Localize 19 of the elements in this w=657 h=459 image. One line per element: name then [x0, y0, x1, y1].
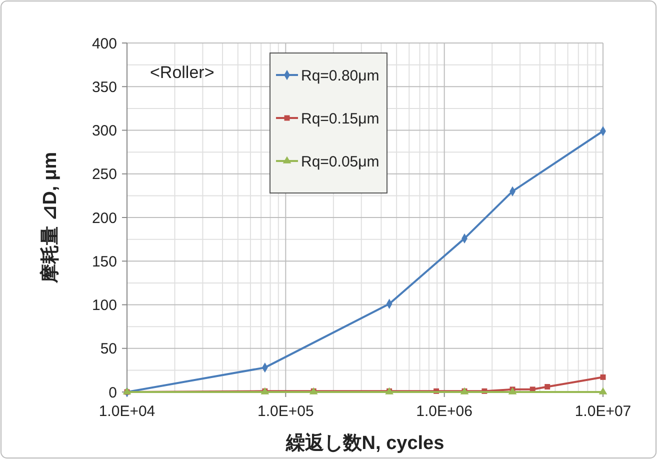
legend-label: Rq=0.05μm	[301, 153, 380, 170]
x-tick-label: 1.0E+05	[258, 403, 314, 420]
y-tick-label: 150	[92, 253, 117, 270]
x-tick-label: 1.0E+04	[98, 403, 156, 420]
annotation: <Roller>	[150, 63, 214, 82]
y-tick-label: 200	[92, 210, 117, 227]
y-tick-label: 300	[92, 122, 117, 140]
x-tick-label: 1.0E+07	[574, 403, 632, 420]
y-axis-title: 摩耗量 ⊿D, μm	[39, 152, 61, 284]
y-tick-label: 50	[100, 340, 117, 358]
y-tick-label: 400	[92, 35, 117, 52]
legend-label: Rq=0.15μm	[301, 110, 380, 128]
y-tick-label: 100	[92, 297, 117, 314]
legend-label: Rq=0.80μm	[301, 67, 380, 84]
x-tick-label: 1.0E+06	[416, 403, 472, 420]
y-tick-label: 350	[92, 78, 117, 96]
x-axis-title: 繰返し数N, cycles	[284, 432, 444, 454]
y-tick-label: 0	[108, 384, 117, 402]
y-tick-label: 250	[92, 166, 117, 184]
